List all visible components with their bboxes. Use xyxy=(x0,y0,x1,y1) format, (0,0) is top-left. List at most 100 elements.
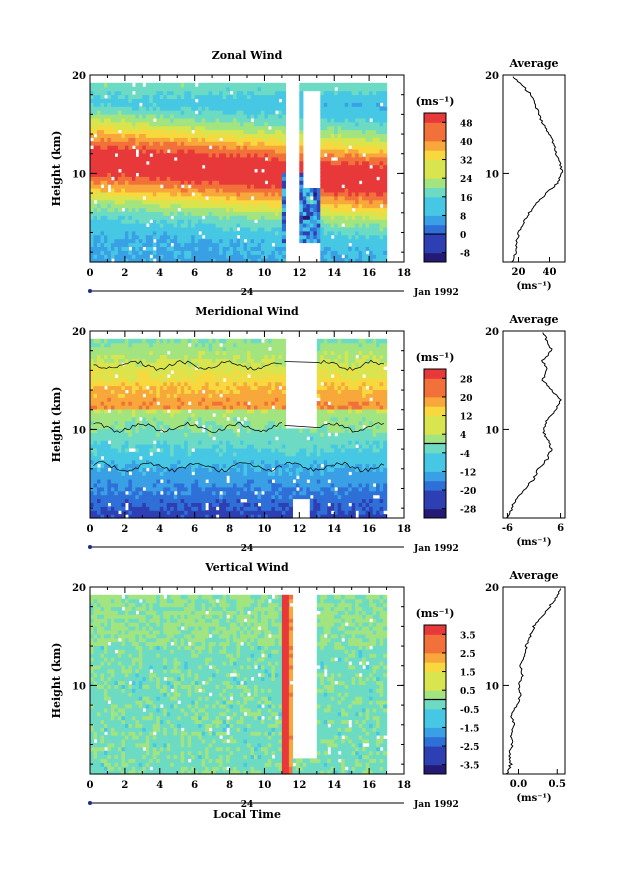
colorbar-swatch xyxy=(424,727,446,738)
colorbar-swatch xyxy=(424,662,446,673)
average-y-tick-label: 10 xyxy=(485,681,499,692)
date-marker: 24 xyxy=(241,544,254,554)
colorbar-frame xyxy=(423,112,447,263)
date-start-marker xyxy=(88,801,92,805)
colorbar-swatch xyxy=(424,652,446,663)
average-profile-line xyxy=(511,76,564,263)
x-tick-label: 10 xyxy=(257,268,271,279)
colorbar-swatch xyxy=(424,462,446,472)
colorbar-tick-label: 12 xyxy=(460,413,473,423)
colorbar-swatch xyxy=(424,215,446,226)
average-x-tick-label: -6 xyxy=(502,523,513,534)
colorbar-swatch xyxy=(424,396,446,407)
colorbar-swatch xyxy=(424,415,446,426)
colorbar-tick-label: -8 xyxy=(460,250,470,260)
colorbar-tick-label: 28 xyxy=(460,375,473,385)
x-tick-label: 14 xyxy=(327,524,341,535)
x-tick-label: 10 xyxy=(257,780,271,791)
colorbar-tick-label: 20 xyxy=(460,394,473,404)
colorbar-swatch xyxy=(424,224,446,235)
average-x-label: (ms⁻¹) xyxy=(516,537,551,548)
average-y-tick-label: 20 xyxy=(485,71,499,82)
y-tick-label: 20 xyxy=(72,583,86,594)
contour-line xyxy=(93,359,385,371)
panel-title: Meridional Wind xyxy=(195,305,299,318)
colorbar-tick-label: -4 xyxy=(460,450,470,460)
x-tick-label: 0 xyxy=(87,780,94,791)
average-y-tick-label: 20 xyxy=(485,327,499,338)
colorbar: (ms⁻¹) 48 40 32 24 16 8 0 -8 xyxy=(416,95,473,263)
colorbar-unit: (ms⁻¹) xyxy=(416,351,455,364)
colorbar-swatch xyxy=(424,122,446,133)
colorbar-tick-label: -12 xyxy=(460,468,476,478)
x-tick-label: 2 xyxy=(121,780,128,791)
colorbar-tick-label: -3.5 xyxy=(460,762,479,772)
colorbar-swatch xyxy=(424,690,446,700)
average-y-tick-label: 20 xyxy=(485,583,499,594)
colorbar-swatch xyxy=(424,625,446,635)
average-x-tick-label: 40 xyxy=(543,267,557,278)
average-panel: Average 20 10 20 40 (ms⁻¹) xyxy=(485,57,566,292)
colorbar-tick-label: 48 xyxy=(460,119,473,129)
x-tick-label: 16 xyxy=(362,268,376,279)
x-axis-label: Local Time xyxy=(213,808,281,821)
colorbar-swatch xyxy=(424,187,446,198)
average-frame xyxy=(502,330,566,519)
x-tick-label: 2 xyxy=(121,268,128,279)
average-y-tick-label: 10 xyxy=(485,425,499,436)
colorbar-swatch xyxy=(424,140,446,151)
colorbar-tick-label: 3.5 xyxy=(460,631,476,641)
colorbar-swatch xyxy=(424,480,446,491)
colorbar-swatch xyxy=(424,434,446,444)
x-tick-label: 18 xyxy=(397,780,411,791)
date-label: Jan 1992 xyxy=(413,800,459,810)
colorbar-tick-label: 0.5 xyxy=(460,687,476,697)
y-tick-label: 20 xyxy=(72,71,86,82)
x-tick-label: 6 xyxy=(191,524,198,535)
colorbar-tick-label: 8 xyxy=(460,212,466,222)
colorbar-swatch xyxy=(424,755,446,766)
x-tick-label: 8 xyxy=(226,268,233,279)
colorbar-tick-label: 24 xyxy=(460,175,473,185)
colorbar-tick-label: -1.5 xyxy=(460,724,479,734)
colorbar-tick-label: 40 xyxy=(460,138,473,148)
colorbar-tick-label: 0 xyxy=(460,231,466,241)
colorbar-swatch xyxy=(424,471,446,482)
colorbar-swatch xyxy=(424,708,446,719)
average-x-label: (ms⁻¹) xyxy=(516,281,551,292)
colorbar-swatch xyxy=(424,378,446,389)
heatmap-cells xyxy=(90,338,388,519)
average-x-tick-label: 20 xyxy=(512,267,526,278)
x-tick-label: 8 xyxy=(226,524,233,535)
colorbar-swatch xyxy=(424,113,446,123)
average-profile-line xyxy=(505,588,562,775)
average-title: Average xyxy=(508,57,558,70)
colorbar-tick-label: 32 xyxy=(460,157,473,167)
y-tick-label: 10 xyxy=(72,169,86,180)
date-marker: 24 xyxy=(241,288,254,298)
colorbar-unit: (ms⁻¹) xyxy=(416,95,455,108)
date-marker: 24 xyxy=(241,800,254,810)
colorbar-swatch xyxy=(424,680,446,691)
colorbar-tick-label: 2.5 xyxy=(460,650,476,660)
colorbar-swatch xyxy=(424,499,446,510)
colorbar-swatch xyxy=(424,643,446,654)
contour-line xyxy=(93,461,385,473)
colorbar-swatch xyxy=(424,424,446,435)
average-panel: Average 20 10 0.0 0.5 (ms⁻¹) xyxy=(485,569,566,804)
y-tick-label: 20 xyxy=(72,327,86,338)
x-tick-label: 12 xyxy=(292,268,306,279)
colorbar: (ms⁻¹) 28 20 12 4 -4 -12 -20 -28 xyxy=(416,351,476,519)
colorbar-swatch xyxy=(424,736,446,747)
average-x-tick-label: 0.0 xyxy=(510,779,527,790)
x-tick-label: 6 xyxy=(191,268,198,279)
x-tick-label: 16 xyxy=(362,524,376,535)
heatmap-cells xyxy=(90,82,388,263)
colorbar-swatch xyxy=(424,150,446,161)
x-tick-label: 8 xyxy=(226,780,233,791)
y-axis-label: Height (km) xyxy=(50,131,63,207)
x-tick-label: 12 xyxy=(292,780,306,791)
average-title: Average xyxy=(508,569,558,582)
x-tick-label: 18 xyxy=(397,524,411,535)
